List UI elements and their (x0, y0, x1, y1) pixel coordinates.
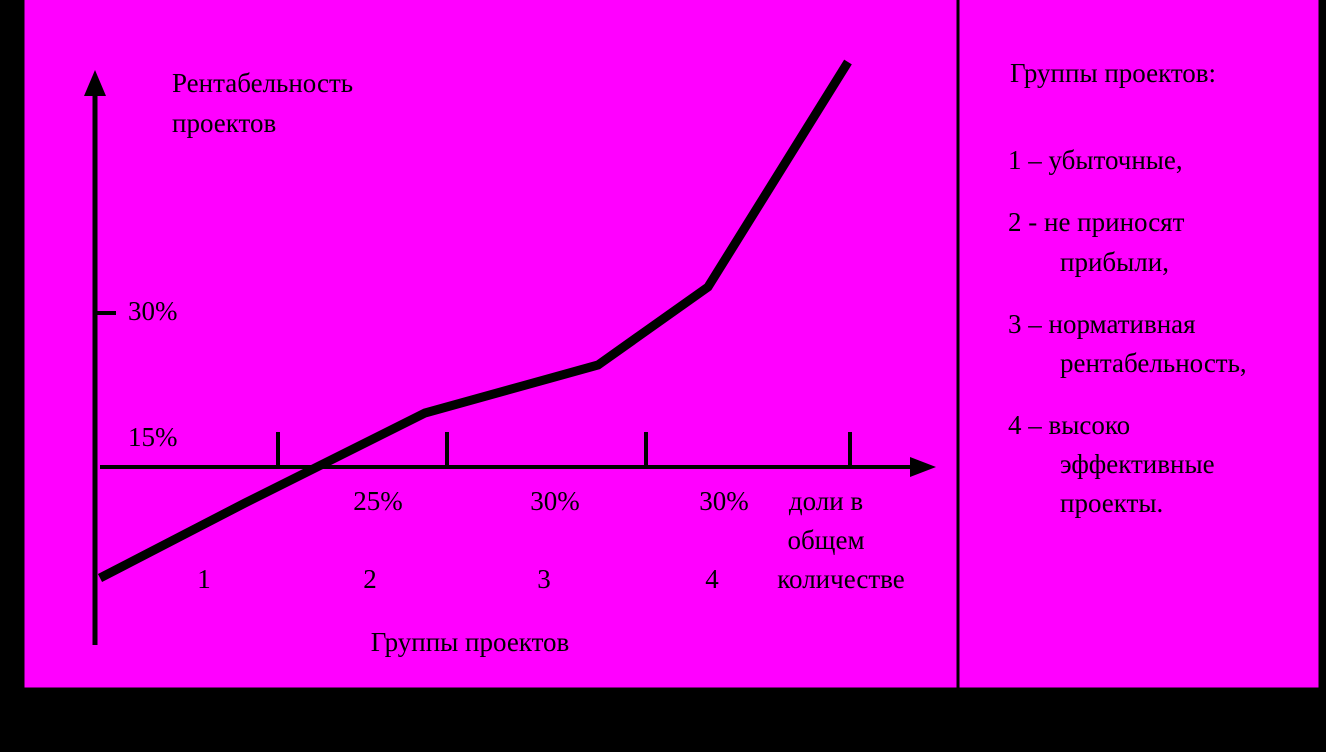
x-ticks (276, 432, 852, 467)
legend-title: Группы проектов: (1010, 58, 1216, 88)
x-label: Группы проектов (371, 627, 570, 657)
group-label: 4 (705, 564, 719, 594)
legend-item: эффективные (1060, 449, 1215, 479)
group-label: 3 (537, 564, 551, 594)
y-label: проектов (172, 108, 276, 138)
legend-item: 2 - не приносят (1008, 207, 1185, 237)
y-label: Рентабельность (172, 68, 353, 98)
share-label: 30% (699, 486, 749, 516)
legend-item: проекты. (1060, 488, 1163, 518)
legend-item: 4 – высоко (1008, 410, 1130, 440)
group-label: 2 (363, 564, 377, 594)
panel (21, 0, 1322, 691)
share-label: 30% (530, 486, 580, 516)
y-mark: 30% (128, 296, 178, 326)
x-arrow (910, 457, 936, 477)
share-label: 25% (353, 486, 403, 516)
group-label: 1 (197, 564, 211, 594)
profit-line (97, 59, 852, 582)
y-arrow (84, 70, 106, 96)
share-caption: общем (787, 525, 864, 555)
legend-item: 3 – нормативная (1008, 309, 1196, 339)
legend-item: 1 – убыточные, (1008, 145, 1183, 175)
share-caption: доли в (789, 486, 863, 516)
legend-item: рентабельность, (1060, 348, 1247, 378)
legend-item: прибыли, (1060, 247, 1169, 277)
share-caption: количестве (777, 564, 904, 594)
y-mark: 15% (128, 422, 178, 452)
